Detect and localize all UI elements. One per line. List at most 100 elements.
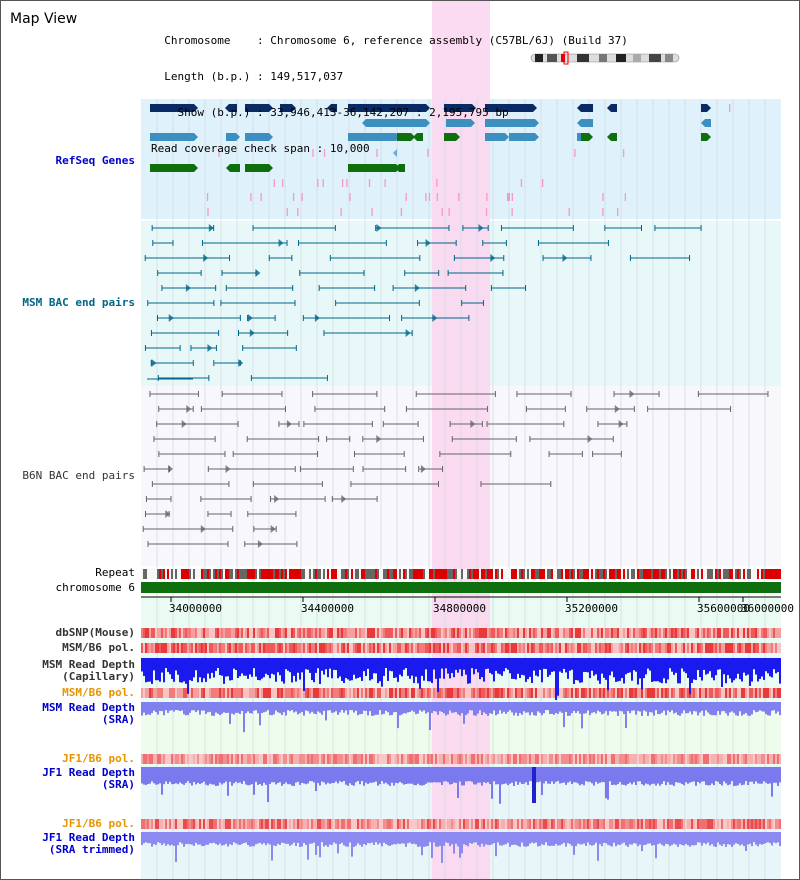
repeat-segment [315,569,317,579]
repeat-segment [341,569,343,579]
msm-depth-sra-bar [257,702,259,714]
msm-pol2-heat [449,688,451,698]
msm-pol2-heat [657,688,659,698]
jf1-pol2-heat [367,819,369,829]
repeat-segment [723,569,725,579]
jf1-pol-heat [637,754,639,764]
msm-pol2-heat [345,688,347,698]
msm-depth-cap-bar [769,658,771,677]
msm-pol2-heat [203,688,205,698]
jf1-pol-heat [655,754,657,764]
msm-pol2-heat [721,688,723,698]
repeat-segment [669,569,671,579]
msm-depth-sra-bar [531,702,533,713]
jf1-pol2-heat [651,819,653,829]
msm-depth-cap-bar [401,658,403,677]
gene-arrow [269,104,273,112]
jf1-depth-sra-bar [757,767,759,784]
jf1-depth-sra-bar [359,767,361,785]
msm-pol-heat [203,643,205,653]
msm-depth-cap-bar [605,658,607,680]
jf1-pol2-heat [337,819,339,829]
dbsnp-heat [413,628,415,638]
dbsnp-heat [693,628,695,638]
repeat-segment [525,569,527,579]
msm-pol2-heat [163,688,165,698]
jf1-depth-trim-bar [697,832,699,843]
jf1-pol2-heat [711,819,713,829]
jf1-pol2-heat [297,819,299,829]
repeat-segment [671,569,673,579]
jf1-depth-trim-bar [745,832,747,851]
msm-pol2-heat [387,688,389,698]
jf1-depth-sra-bar [265,767,267,785]
jf1-depth-sra-bar [337,767,339,784]
msm-depth-cap-bar [297,658,299,673]
msm-depth-cap-bar [263,658,265,678]
dbsnp-heat [557,628,559,638]
jf1-depth-sra-bar [169,767,171,782]
jf1-depth-sra-bar [779,767,781,783]
msm-pol-heat [283,643,285,653]
jf1-depth-sra-bar [495,767,497,785]
jf1-depth-trim-bar [513,832,515,845]
jf1-pol-heat [591,754,593,764]
msm-pol2-heat [767,688,769,698]
msm-pol-heat [167,643,169,653]
msm-pol-heat [743,643,745,653]
msm-depth-sra-bar [433,702,435,712]
msm-pol2-heat [403,688,405,698]
jf1-depth-trim-bar [163,832,165,844]
msm-pol-heat [621,643,623,653]
jf1-pol2-heat [663,819,665,829]
dbsnp-heat [517,628,519,638]
jf1-pol2-heat [363,819,365,829]
snp-tick [340,208,342,216]
msm-pol2-heat [407,688,409,698]
jf1-depth-sra-bar [275,767,277,785]
msm-pol-heat [435,643,437,653]
msm-bac-label[interactable]: MSM BAC end pairs [22,296,135,309]
jf1-pol-heat [673,754,675,764]
msm-pol2-heat [653,688,655,698]
jf1-pol-heat [471,754,473,764]
jf1-depth-trim-bar [669,832,671,847]
dbsnp-heat [533,628,535,638]
jf1-depth-trim-bar [763,832,765,844]
jf1-pol2-heat [309,819,311,829]
msm-depth-cap-bar [381,658,383,687]
jf1-pol-heat [217,754,219,764]
dbsnp-heat [313,628,315,638]
jf1-depth-trim-bar [375,832,377,843]
dbsnp-heat [345,628,347,638]
jf1-depth-sra-bar [189,767,191,784]
msm-pol-heat [297,643,299,653]
jf1-pol2-heat [679,819,681,829]
dbsnp-heat [643,628,645,638]
jf1-depth-sra-bar [409,767,411,784]
snp-tick [617,208,619,216]
msm-depth-sra-bar [759,702,761,711]
msm-depth-sra-bar [609,702,611,711]
refseq-genes-label[interactable]: RefSeq Genes [55,154,135,167]
msm-depth-sra-bar [265,702,267,712]
msm-pol2-heat [331,688,333,698]
jf1-pol-heat [435,754,437,764]
msm-pol2-heat [519,688,521,698]
jf1-depth-sra-bar [543,767,545,784]
msm-pol2-heat [695,688,697,698]
msm-depth-cap-bar [179,658,181,683]
dbsnp-label: dbSNP(Mouse) [55,626,135,639]
msm-depth-cap-bar [637,658,639,685]
msm-pol2-heat [259,688,261,698]
msm-pol2-heat [257,688,259,698]
msm-pol-heat [361,643,363,653]
msm-pol-heat [287,643,289,653]
jf1-pol2-heat [667,819,669,829]
msm-bac-pair-arrow [255,269,261,277]
b6n-bac-label[interactable]: B6N BAC end pairs [22,469,135,482]
msm-depth-cap-bar [645,658,647,675]
dbsnp-heat [291,628,293,638]
msm-depth-sra-bar [773,702,775,711]
